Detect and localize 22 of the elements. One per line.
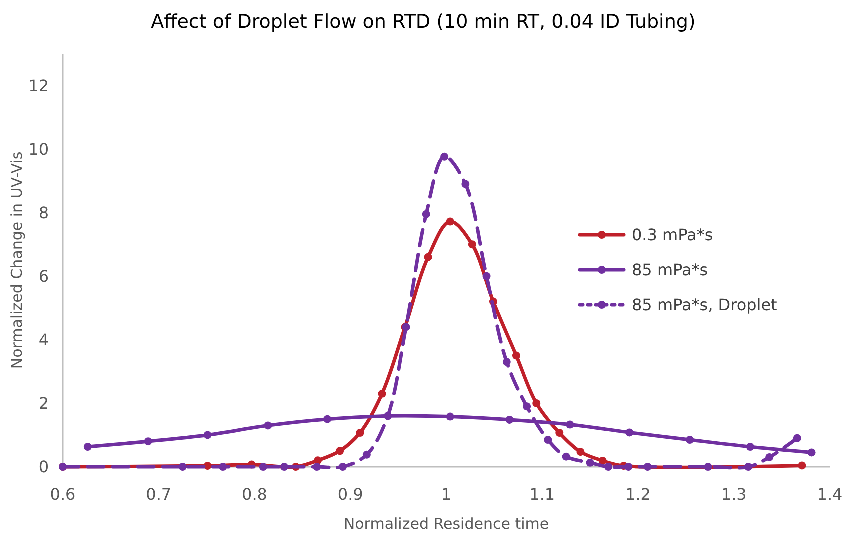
legend-label: 0.3 mPa*s xyxy=(632,226,714,245)
y-tick-label: 4 xyxy=(38,330,49,350)
y-tick-label: 6 xyxy=(38,266,49,286)
x-tick-label: 0.6 xyxy=(50,485,76,504)
chart-title: Affect of Droplet Flow on RTD (10 min RT, 0.04 ID Tubing) xyxy=(151,11,696,33)
x-tick-label: 1 xyxy=(441,485,452,504)
legend-label: 85 mPa*s xyxy=(632,260,708,280)
legend-label: 85 mPa*s, Droplet xyxy=(632,296,778,315)
x-tick-label: 1.4 xyxy=(817,485,843,504)
y-axis-title: Normalized Change in UV-Vis xyxy=(8,152,26,370)
x-tick-label: 0.8 xyxy=(242,485,268,504)
y-tick-label: 10 xyxy=(28,140,49,159)
y-tick-label: 0 xyxy=(38,458,49,477)
y-tick-label: 12 xyxy=(28,76,49,96)
x-axis-title: Normalized Residence time xyxy=(344,515,550,533)
x-tick-label: 0.9 xyxy=(338,485,364,504)
x-tick-label: 1.1 xyxy=(530,485,556,504)
x-tick-label: 1.3 xyxy=(721,485,747,504)
y-tick-label: 8 xyxy=(38,203,49,222)
x-tick-label: 1.2 xyxy=(626,485,651,504)
x-tick-label: 0.7 xyxy=(146,485,172,504)
y-tick-label: 2 xyxy=(38,394,49,414)
